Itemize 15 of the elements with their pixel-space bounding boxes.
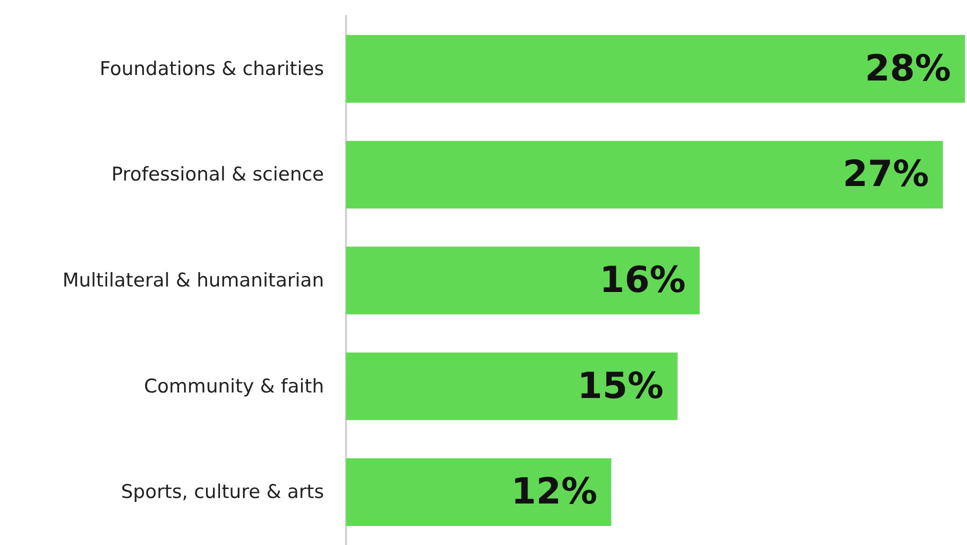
data-label: 16% [600,260,686,301]
y-tick-label: Sports, culture & arts [120,481,324,504]
data-label: 28% [864,48,951,90]
bar [346,352,678,420]
data-label: 27% [842,154,929,196]
bar [346,246,700,314]
y-tick-label: Foundations & charities [100,58,324,80]
bar [346,35,965,103]
data-label: 15% [577,366,664,407]
data-label: 12% [511,472,598,513]
bar [346,458,612,526]
y-tick-label: Multilateral & humanitarian [62,270,324,292]
bar [346,140,943,209]
y-tick-label: Professional & science [111,164,324,186]
y-tick-label: Community & faith [144,375,324,398]
